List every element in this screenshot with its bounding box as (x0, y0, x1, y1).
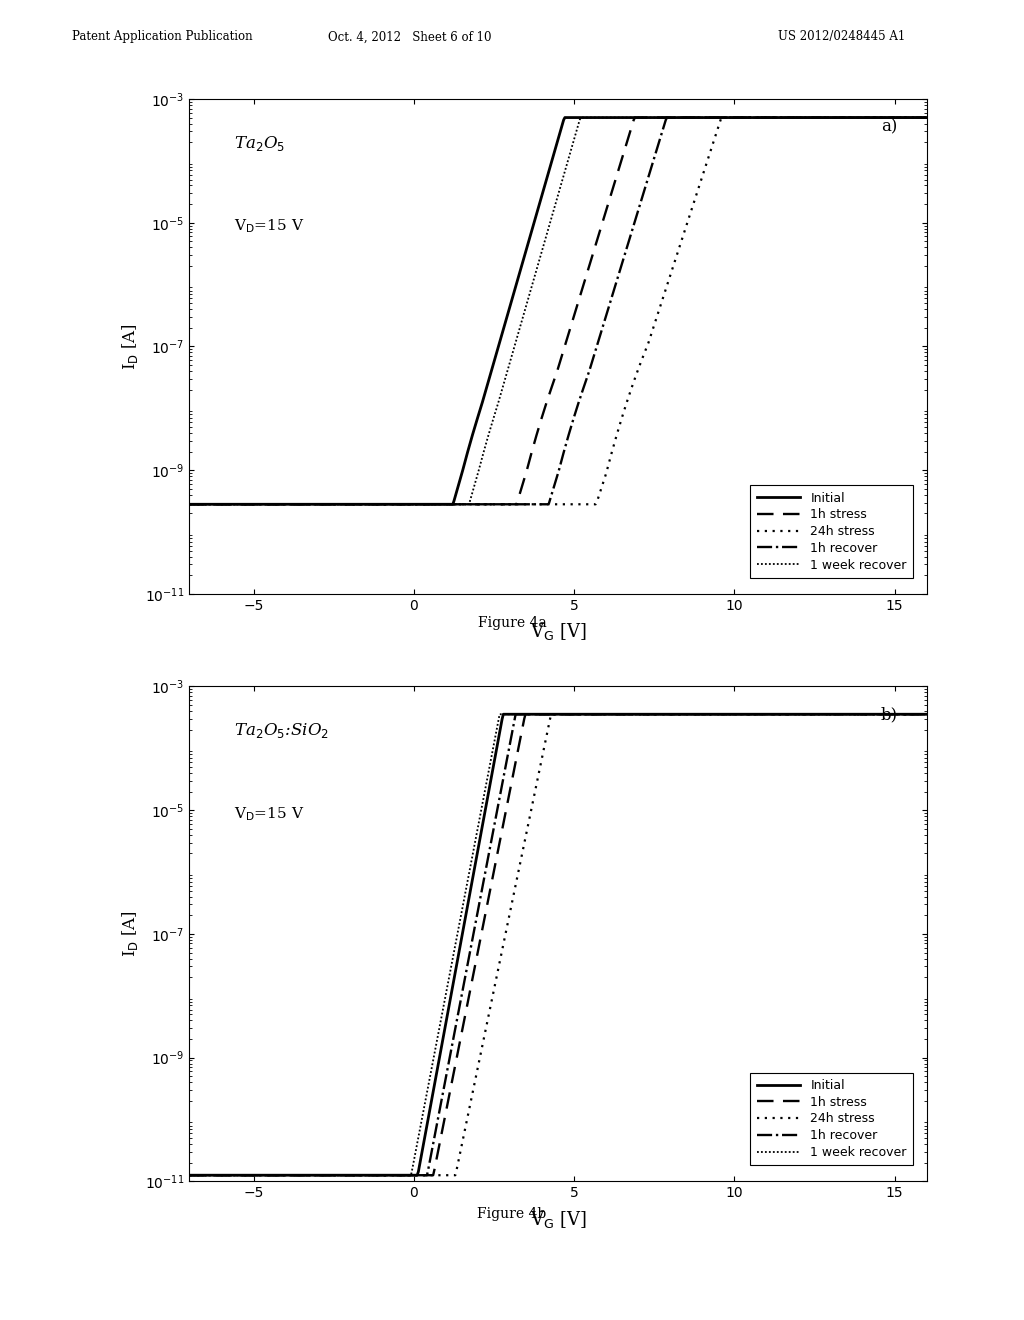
Text: V$_\mathrm{D}$=15 V: V$_\mathrm{D}$=15 V (233, 218, 304, 235)
Legend: Initial, 1h stress, 24h stress, 1h recover, 1 week recover: Initial, 1h stress, 24h stress, 1h recov… (751, 486, 913, 578)
X-axis label: V$_\mathrm{G}$ [V]: V$_\mathrm{G}$ [V] (529, 1209, 587, 1230)
Y-axis label: I$_\mathrm{D}$ [A]: I$_\mathrm{D}$ [A] (120, 911, 139, 957)
Text: V$_\mathrm{D}$=15 V: V$_\mathrm{D}$=15 V (233, 805, 304, 822)
Text: Ta$_2$O$_5$:SiO$_2$: Ta$_2$O$_5$:SiO$_2$ (233, 721, 329, 741)
Y-axis label: I$_\mathrm{D}$ [A]: I$_\mathrm{D}$ [A] (120, 323, 139, 370)
Text: Oct. 4, 2012   Sheet 6 of 10: Oct. 4, 2012 Sheet 6 of 10 (328, 30, 492, 44)
Text: US 2012/0248445 A1: US 2012/0248445 A1 (778, 30, 905, 44)
Text: Figure 4b: Figure 4b (477, 1208, 547, 1221)
X-axis label: V$_\mathrm{G}$ [V]: V$_\mathrm{G}$ [V] (529, 622, 587, 643)
Text: b): b) (880, 706, 897, 723)
Legend: Initial, 1h stress, 24h stress, 1h recover, 1 week recover: Initial, 1h stress, 24h stress, 1h recov… (751, 1073, 913, 1166)
Text: Ta$_2$O$_5$: Ta$_2$O$_5$ (233, 133, 285, 153)
Text: Figure 4a: Figure 4a (477, 616, 547, 630)
Text: Patent Application Publication: Patent Application Publication (72, 30, 252, 44)
Text: a): a) (881, 119, 897, 136)
